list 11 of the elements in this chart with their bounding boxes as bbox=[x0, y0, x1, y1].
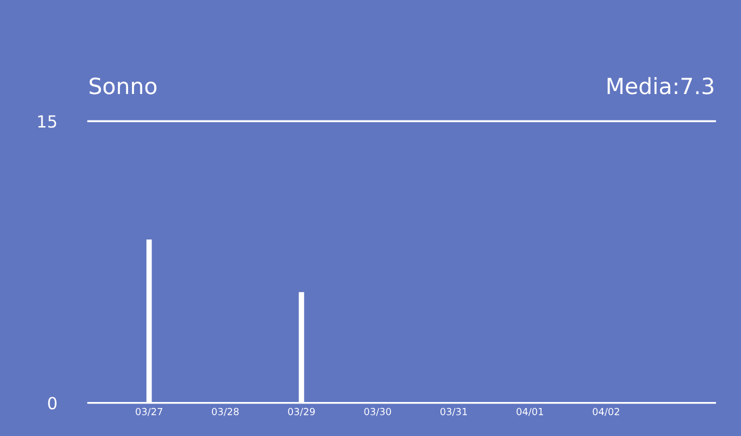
y-tick-label: 15 bbox=[38, 115, 56, 128]
x-tick-label: 04/02 bbox=[592, 408, 620, 416]
x-tick-label: 03/30 bbox=[364, 408, 391, 416]
x-tick-label: 03/29 bbox=[288, 408, 315, 416]
x-tick-label: 03/27 bbox=[136, 408, 162, 416]
x-tick-label: 03/31 bbox=[440, 408, 467, 416]
x-tick-label: 04/01 bbox=[516, 408, 544, 416]
text: Media:7.3 bbox=[608, 77, 714, 94]
x-tick-label: 03/28 bbox=[212, 408, 239, 416]
chart-title: Sonno bbox=[90, 78, 156, 94]
y-tick-label: 0 bbox=[48, 396, 57, 410]
